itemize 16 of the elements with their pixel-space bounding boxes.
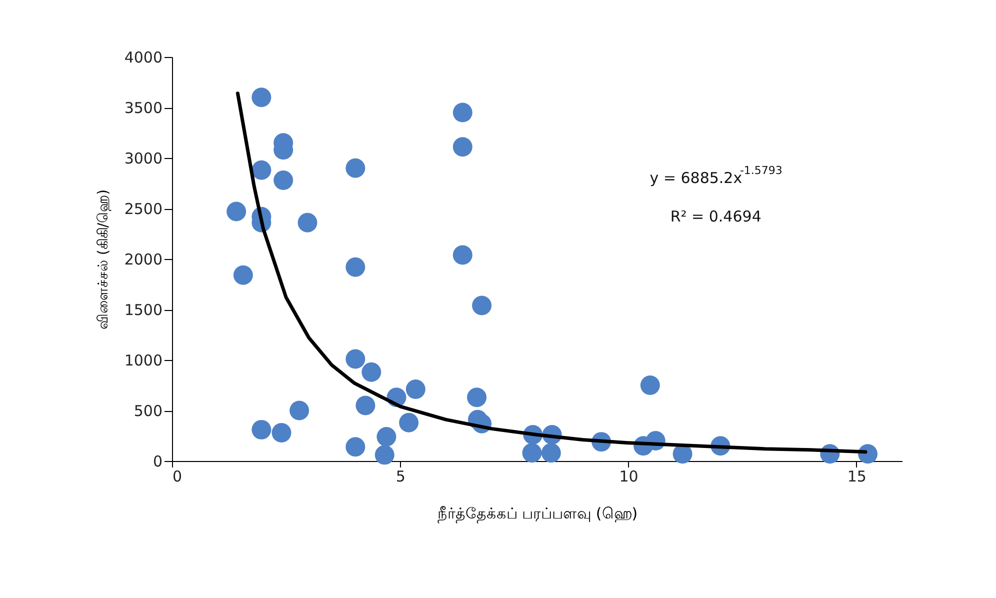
y-tick-label: 3500 xyxy=(124,99,162,117)
y-tick-label: 4000 xyxy=(124,48,162,66)
x-tick-label: 0 xyxy=(172,468,182,486)
x-tick-label: 15 xyxy=(847,468,866,486)
y-tick-label: 2000 xyxy=(124,250,162,268)
y-tick-label: 2500 xyxy=(124,200,162,218)
y-tick-label: 1500 xyxy=(124,301,162,319)
x-axis-title: நீர்த்தேக்கப் பரப்பளவு (ஹெ) xyxy=(437,504,638,522)
y-axis-title: விளைச்சல் (கிகி/ஹெ) xyxy=(95,189,112,330)
y-tick-label: 500 xyxy=(134,402,162,420)
x-tick-label: 10 xyxy=(619,468,638,486)
y-tick-label: 3000 xyxy=(124,150,162,168)
annotation: R² = 0.4694 xyxy=(670,208,762,226)
x-tick-label: 5 xyxy=(396,468,406,486)
y-tick-label: 0 xyxy=(152,452,162,470)
y-tick-label: 1000 xyxy=(124,352,162,370)
